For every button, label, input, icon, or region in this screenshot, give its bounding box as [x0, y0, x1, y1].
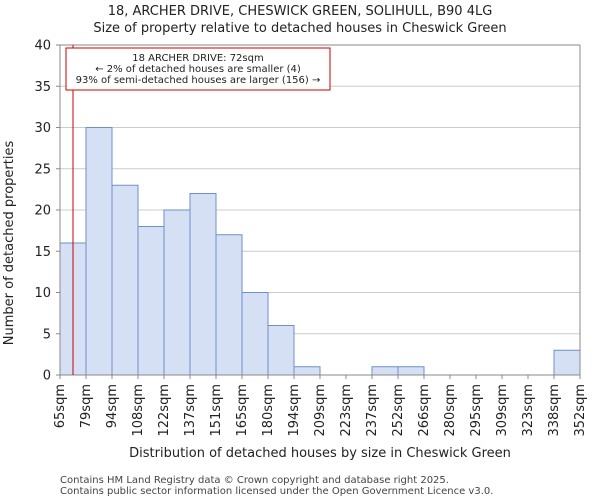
y-tick-label-20: 20	[34, 204, 51, 219]
bar-122sqm	[163, 209, 191, 376]
x-tick-label-209sqm: 209sqm	[313, 384, 328, 437]
x-tick-label-237sqm: 237sqm	[365, 384, 380, 437]
y-tick-label-10: 10	[34, 286, 51, 301]
annotation-box: 18 ARCHER DRIVE: 72sqm ← 2% of detached …	[65, 47, 331, 91]
bar-108sqm	[137, 226, 165, 376]
annotation-border	[65, 47, 331, 91]
bar-151sqm	[215, 234, 243, 376]
x-tick-label-309sqm: 309sqm	[495, 384, 510, 437]
x-axis-ticks: 65sqm 79sqm 94sqm 108sqm 122sqm 137sqm 151sqm 1…	[53, 375, 588, 437]
y-tick-label-40: 40	[34, 39, 51, 54]
annotation-line-2: ← 2% of detached houses are smaller (4)	[95, 64, 301, 75]
x-axis-label: Distribution of detached houses by size …	[129, 446, 511, 461]
annotation-line-1: 18 ARCHER DRIVE: 72sqm	[132, 53, 263, 64]
y-tick-label-15: 15	[34, 245, 51, 260]
y-tick-label-30: 30	[34, 121, 51, 136]
bar-137sqm	[189, 193, 217, 376]
x-tick-label-151sqm: 151sqm	[209, 384, 224, 437]
x-tick-label-295sqm: 295sqm	[469, 384, 484, 437]
x-tick-label-65sqm: 65sqm	[53, 384, 68, 428]
x-tick-label-323sqm: 323sqm	[521, 384, 536, 437]
y-tick-label-0: 0	[43, 369, 51, 384]
footer-line-2: Contains public sector information licen…	[60, 486, 493, 497]
bar-79sqm	[85, 127, 113, 376]
bar-94sqm	[111, 184, 139, 376]
x-tick-label-180sqm: 180sqm	[261, 384, 276, 437]
x-tick-label-352sqm: 352sqm	[573, 384, 588, 437]
x-tick-label-280sqm: 280sqm	[443, 384, 458, 437]
x-tick-label-108sqm: 108sqm	[131, 384, 146, 437]
chart-subtitle: Size of property relative to detached ho…	[93, 21, 506, 36]
y-tick-label-5: 5	[43, 327, 51, 342]
annotation-line-3: 93% of semi-detached houses are larger (…	[76, 75, 321, 86]
y-tick-label-25: 25	[34, 162, 51, 177]
bar-180sqm	[267, 325, 295, 376]
bar-252sqm	[397, 366, 425, 376]
bar-237sqm	[371, 366, 399, 376]
x-tick-label-137sqm: 137sqm	[183, 384, 198, 437]
bar-338sqm	[553, 349, 581, 376]
x-tick-label-252sqm: 252sqm	[391, 384, 406, 437]
bar-165sqm	[241, 292, 269, 376]
x-tick-label-122sqm: 122sqm	[157, 384, 172, 437]
y-axis-label: Number of detached properties	[2, 141, 17, 346]
y-axis-ticks: 0 5 10 15 20 25 30 35 40	[34, 39, 60, 384]
x-tick-label-223sqm: 223sqm	[339, 384, 354, 437]
x-tick-label-194sqm: 194sqm	[287, 384, 302, 437]
x-tick-label-79sqm: 79sqm	[79, 384, 94, 428]
x-tick-label-165sqm: 165sqm	[235, 384, 250, 437]
chart-title: 18, ARCHER DRIVE, CHESWICK GREEN, SOLIHU…	[108, 4, 493, 19]
footer-line-1: Contains HM Land Registry data © Crown c…	[60, 475, 449, 486]
x-tick-label-94sqm: 94sqm	[105, 384, 120, 428]
x-tick-label-338sqm: 338sqm	[547, 384, 562, 437]
y-tick-label-35: 35	[34, 80, 51, 95]
bar-194sqm	[293, 366, 321, 376]
x-tick-label-266sqm: 266sqm	[417, 384, 432, 437]
